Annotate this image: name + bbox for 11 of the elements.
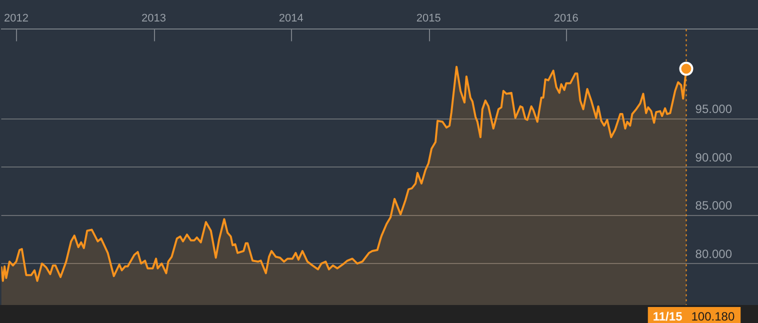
text: 100.180 xyxy=(691,309,735,323)
y-tick-label: 90.000 xyxy=(695,150,732,164)
x-tick-label: 2014 xyxy=(278,12,304,25)
y-tick-label: 80.000 xyxy=(695,246,732,261)
text: 11/15 xyxy=(652,309,683,323)
y-tick-label: 95.000 xyxy=(695,102,732,116)
x-tick-label: 2013 xyxy=(141,12,166,25)
x-tick-label: 2012 xyxy=(4,12,28,25)
x-tick-label: 2015 xyxy=(416,12,441,25)
x-tick-label: 2016 xyxy=(554,12,578,25)
y-tick-label: 85.000 xyxy=(695,198,732,213)
